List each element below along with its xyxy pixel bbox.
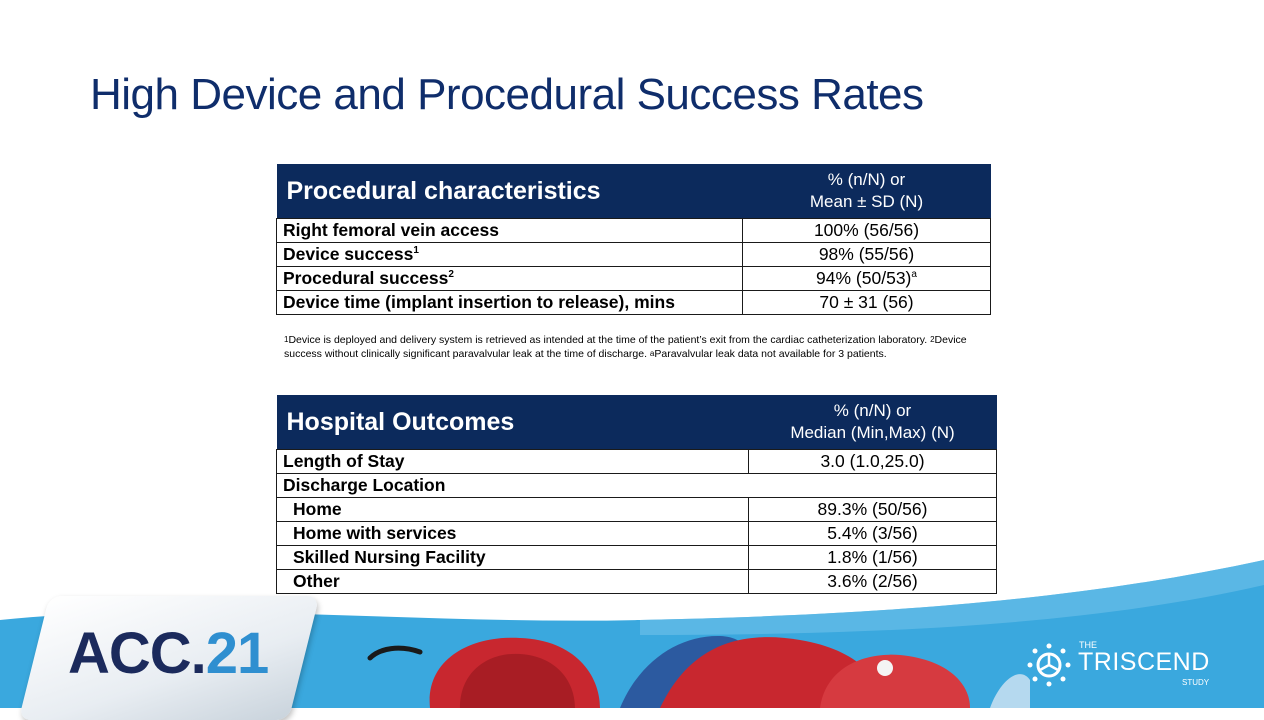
table-header-metric: % (n/N) or Median (Min,Max) (N) (748, 395, 997, 450)
row-label: Device time (implant insertion to releas… (276, 290, 743, 315)
hospital-outcomes-table: Hospital Outcomes % (n/N) or Median (Min… (276, 395, 997, 594)
table-row: Skilled Nursing Facility 1.8% (1/56) (276, 545, 997, 570)
triscend-valve-icon (1027, 643, 1071, 687)
row-value: 3.6% (2/56) (748, 569, 997, 594)
table-header-title: Procedural characteristics (276, 164, 743, 219)
heart-highlight (877, 660, 893, 676)
wave-highlight (640, 560, 1264, 635)
row-label: Right femoral vein access (276, 218, 743, 243)
table-header-row: Hospital Outcomes % (n/N) or Median (Min… (276, 395, 997, 450)
footnote-marker: a (649, 349, 655, 358)
vessel-line (367, 645, 423, 661)
row-label-text: Device time (implant insertion to releas… (283, 292, 675, 312)
footnote-marker: a (911, 269, 917, 281)
table-row: Procedural success2 94% (50/53)a (276, 266, 991, 291)
row-label-text: Right femoral vein access (283, 220, 499, 240)
row-value: 70 ± 31 (56) (742, 290, 991, 315)
row-label: Discharge Location (276, 473, 997, 498)
row-value-text: 94% (50/53) (816, 268, 912, 288)
row-value: 89.3% (50/56) (748, 497, 997, 522)
row-value: 1.8% (1/56) (748, 545, 997, 570)
acc-logo-number: 21 (205, 621, 270, 686)
acc-logo: ACC.21 (68, 620, 270, 687)
page-title: High Device and Procedural Success Rates (90, 70, 924, 119)
footnote: 1Device is deployed and delivery system … (284, 333, 974, 361)
row-label: Procedural success2 (276, 266, 743, 291)
row-label-text: Device success (283, 244, 414, 264)
logo-the-text: THE (1079, 640, 1097, 650)
footnote-text: Device is deployed and delivery system i… (288, 334, 931, 346)
table-row: Home 89.3% (50/56) (276, 497, 997, 522)
footnote-marker: 2 (930, 335, 935, 344)
procedural-characteristics-table: Procedural characteristics % (n/N) or Me… (276, 164, 991, 315)
logo-study-text: STUDY (1182, 678, 1210, 687)
table-header-row: Procedural characteristics % (n/N) or Me… (276, 164, 991, 219)
header-metric-line1: % (n/N) or (827, 170, 906, 189)
footnote-text: Device success without clinically signif… (284, 334, 967, 360)
row-label: Device success1 (276, 242, 743, 267)
row-label: Home (276, 497, 749, 522)
decorative-footer-art (0, 560, 1264, 708)
logo-name-text: TRISCEND (1078, 648, 1210, 676)
row-value: 5.4% (3/56) (748, 521, 997, 546)
acc-logo-prefix: ACC. (68, 621, 207, 686)
footnote-marker: 1 (413, 245, 419, 257)
header-metric-line2: Mean ± SD (N) (809, 192, 924, 211)
header-metric-line1: % (n/N) or (833, 401, 912, 420)
table-row: Device time (implant insertion to releas… (276, 290, 991, 315)
header-metric-line2: Median (Min,Max) (N) (790, 423, 955, 442)
row-value: 3.0 (1.0,25.0) (748, 449, 997, 474)
table-row: Length of Stay 3.0 (1.0,25.0) (276, 449, 997, 474)
footnote-marker: 1 (284, 335, 289, 344)
footnote-marker: 2 (448, 269, 454, 281)
table-row: Device success1 98% (55/56) (276, 242, 991, 267)
table-header-title: Hospital Outcomes (276, 395, 749, 450)
row-value: 100% (56/56) (742, 218, 991, 243)
row-label: Length of Stay (276, 449, 749, 474)
row-label-text: Procedural success (283, 268, 449, 288)
row-label: Other (276, 569, 749, 594)
row-value: 94% (50/53)a (742, 266, 991, 291)
heart-left-inner (460, 653, 575, 708)
table-row: Right femoral vein access 100% (56/56) (276, 218, 991, 243)
row-value: 98% (55/56) (742, 242, 991, 267)
table-row: Discharge Location (276, 473, 997, 498)
vessel-light (990, 674, 1030, 708)
table-row: Other 3.6% (2/56) (276, 569, 997, 594)
footnote-text: Paravalvular leak data not available for… (654, 348, 887, 360)
table-header-metric: % (n/N) or Mean ± SD (N) (742, 164, 991, 219)
heart-right-chamber (820, 654, 970, 708)
